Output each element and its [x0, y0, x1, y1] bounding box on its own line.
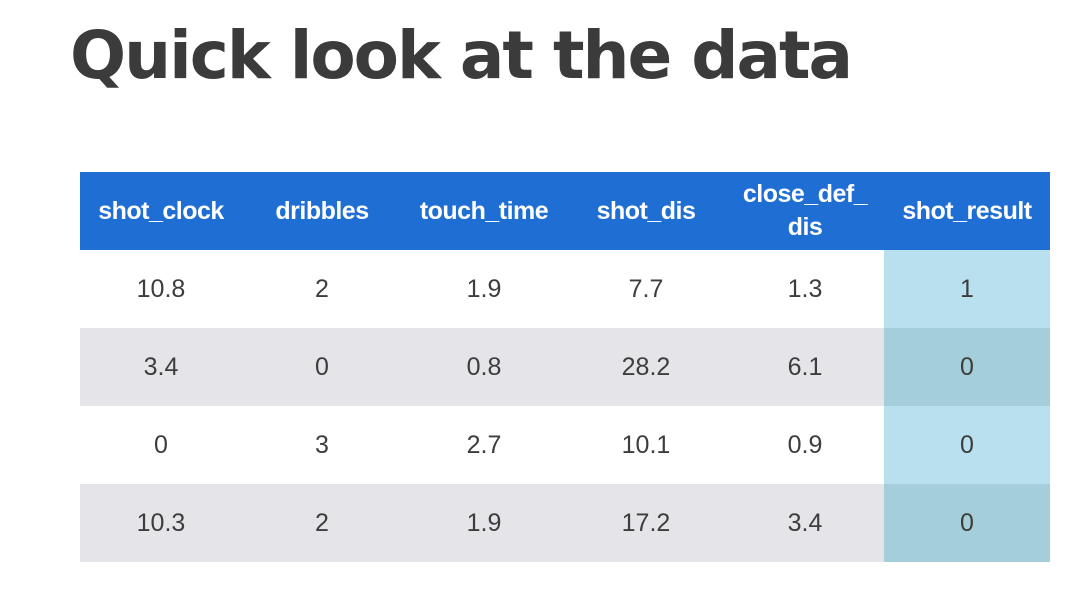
header-shot-dis: shot_dis [566, 172, 726, 250]
cell-dribbles: 2 [242, 250, 402, 328]
header-row: shot_clock dribbles touch_time shot_dis … [80, 172, 1050, 250]
table-row: 10.8 2 1.9 7.7 1.3 1 [80, 250, 1050, 328]
cell-shot-clock: 3.4 [80, 328, 242, 406]
cell-dribbles: 3 [242, 406, 402, 484]
table-header: shot_clock dribbles touch_time shot_dis … [80, 172, 1050, 250]
cell-close-def-dis: 6.1 [726, 328, 884, 406]
header-dribbles: dribbles [242, 172, 402, 250]
header-shot-clock: shot_clock [80, 172, 242, 250]
cell-shot-clock: 10.3 [80, 484, 242, 562]
cell-shot-dis: 7.7 [566, 250, 726, 328]
table-row: 3.4 0 0.8 28.2 6.1 0 [80, 328, 1050, 406]
header-touch-time: touch_time [402, 172, 566, 250]
cell-shot-clock: 0 [80, 406, 242, 484]
cell-close-def-dis: 0.9 [726, 406, 884, 484]
cell-shot-dis: 17.2 [566, 484, 726, 562]
cell-shot-result: 0 [884, 484, 1050, 562]
cell-dribbles: 0 [242, 328, 402, 406]
cell-touch-time: 1.9 [402, 250, 566, 328]
cell-dribbles: 2 [242, 484, 402, 562]
cell-shot-dis: 28.2 [566, 328, 726, 406]
header-shot-result: shot_result [884, 172, 1050, 250]
slide-title: Quick look at the data [70, 17, 853, 94]
cell-touch-time: 2.7 [402, 406, 566, 484]
cell-touch-time: 0.8 [402, 328, 566, 406]
cell-close-def-dis: 1.3 [726, 250, 884, 328]
cell-shot-result: 1 [884, 250, 1050, 328]
cell-touch-time: 1.9 [402, 484, 566, 562]
header-close-def-dis: close_def_ dis [726, 172, 884, 250]
cell-shot-result: 0 [884, 328, 1050, 406]
cell-shot-dis: 10.1 [566, 406, 726, 484]
cell-close-def-dis: 3.4 [726, 484, 884, 562]
table-row: 0 3 2.7 10.1 0.9 0 [80, 406, 1050, 484]
table-body: 10.8 2 1.9 7.7 1.3 1 3.4 0 0.8 28.2 6.1 … [80, 250, 1050, 562]
table-row: 10.3 2 1.9 17.2 3.4 0 [80, 484, 1050, 562]
data-table: shot_clock dribbles touch_time shot_dis … [80, 172, 1050, 562]
cell-shot-clock: 10.8 [80, 250, 242, 328]
cell-shot-result: 0 [884, 406, 1050, 484]
